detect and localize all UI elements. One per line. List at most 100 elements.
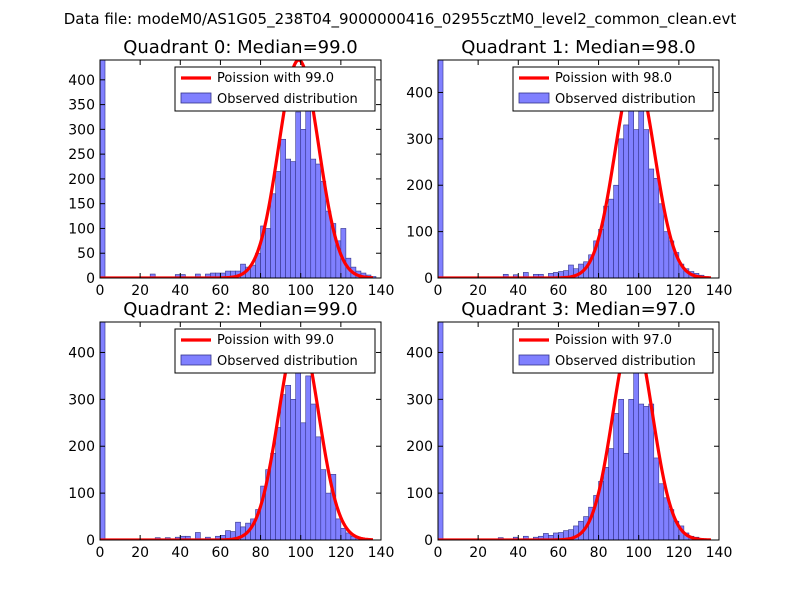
quadrant-3-chart: Quadrant 3: Median=97.0 0 20 40 60 80 100 120 14… <box>406 299 732 561</box>
x-tick-label: 80 <box>590 545 608 561</box>
legend-bar-swatch <box>518 354 550 366</box>
legend-bar-swatch <box>180 92 212 104</box>
histogram-bar <box>663 231 670 278</box>
y-tick-label: 200 <box>406 439 433 455</box>
histogram-bar <box>638 94 645 278</box>
y-tick-label: 200 <box>406 178 433 194</box>
x-tick-label: 140 <box>368 283 395 299</box>
legend-box <box>512 66 714 112</box>
x-tick-label: 140 <box>368 545 395 561</box>
quadrant-1-axes-frame <box>437 59 720 279</box>
x-tick-label: 40 <box>171 283 189 299</box>
quadrant-1-legend: Poission with 98.0 Observed distribution <box>512 66 714 112</box>
legend-entry-poisson: Poission with 99.0 <box>217 333 334 348</box>
x-tick-label: 0 <box>434 283 443 299</box>
y-tick-label: 400 <box>68 73 95 89</box>
histogram-bar <box>643 406 650 540</box>
histogram-bar <box>658 203 665 278</box>
x-tick-label: 0 <box>434 545 443 561</box>
histogram-bar <box>613 413 619 540</box>
histogram-bar <box>523 272 529 278</box>
histogram-bar <box>270 193 276 278</box>
legend-entry-poisson: Poission with 98.0 <box>555 71 672 86</box>
y-tick-label: 400 <box>68 345 95 361</box>
histogram-bar <box>300 129 307 278</box>
y-tick-label: 0 <box>86 533 95 549</box>
legend-entry-observed: Observed distribution <box>217 354 358 369</box>
y-tick-label: 100 <box>68 221 95 237</box>
x-tick-label: 0 <box>96 283 105 299</box>
histogram-bar <box>310 158 317 278</box>
legend-entry-observed: Observed distribution <box>217 92 358 107</box>
histogram-bar <box>638 403 645 540</box>
x-tick-label: 120 <box>327 283 354 299</box>
histogram-bar <box>275 427 281 540</box>
legend-box <box>512 328 714 374</box>
y-tick-label: 300 <box>406 132 433 148</box>
histogram-bar <box>618 399 624 540</box>
quadrant-1-chart: Quadrant 1: Median=98.0 0 20 40 60 80 100 120 14… <box>406 37 732 299</box>
histogram-bar <box>300 422 307 540</box>
quadrant-2-title: Quadrant 2: Median=99.0 <box>123 299 358 320</box>
histogram-bar <box>310 403 317 540</box>
histogram-bar <box>305 375 312 540</box>
figure-suptitle: Data file: modeM0/AS1G05_238T04_90000004… <box>64 10 737 29</box>
quadrant-1-bars <box>438 60 710 278</box>
histogram-bar <box>100 322 106 540</box>
y-tick-label: 100 <box>406 225 433 241</box>
quadrant-3-legend: Poission with 97.0 Observed distribution <box>512 328 714 374</box>
x-tick-label: 40 <box>509 283 527 299</box>
x-tick-label: 100 <box>625 545 652 561</box>
x-tick-label: 60 <box>550 283 568 299</box>
x-tick-label: 60 <box>212 283 230 299</box>
quadrant-0-axes-frame <box>99 59 382 279</box>
y-tick-label: 400 <box>406 85 433 101</box>
legend-entry-poisson: Poission with 97.0 <box>555 333 672 348</box>
histogram-bar <box>195 273 201 278</box>
quadrant-2-legend: Poission with 99.0 Observed distribution <box>174 328 376 374</box>
histogram-bar <box>290 399 296 540</box>
x-tick-label: 80 <box>252 545 270 561</box>
y-tick-label: 300 <box>68 392 95 408</box>
y-tick-label: 200 <box>68 172 95 188</box>
histogram-bar <box>280 394 286 540</box>
x-tick-label: 60 <box>212 545 230 561</box>
x-tick-label: 100 <box>625 283 652 299</box>
histogram-bar <box>275 171 281 278</box>
histogram-bar <box>290 161 296 278</box>
histogram-bar <box>608 448 614 540</box>
poisson-fit-line <box>438 70 712 278</box>
quadrant-0-title: Quadrant 0: Median=99.0 <box>123 37 358 58</box>
y-tick-label: 0 <box>424 271 433 287</box>
histogram-bar <box>315 436 322 540</box>
histogram-bar <box>643 129 650 278</box>
legend-entry-observed: Observed distribution <box>555 354 696 369</box>
x-tick-label: 80 <box>590 283 608 299</box>
y-tick-label: 150 <box>68 197 95 213</box>
histogram-bar <box>628 399 634 540</box>
histogram-bar <box>285 158 291 278</box>
y-tick-label: 400 <box>406 345 433 361</box>
histogram-bar <box>502 273 509 278</box>
histogram-bar <box>653 457 660 540</box>
histogram-bar <box>285 384 291 540</box>
x-tick-label: 80 <box>252 283 270 299</box>
histogram-bar <box>623 452 629 540</box>
histogram-bar <box>149 273 156 278</box>
histogram-bar <box>653 177 660 278</box>
x-tick-label: 40 <box>171 545 189 561</box>
y-tick-label: 200 <box>68 439 95 455</box>
x-tick-label: 140 <box>706 283 733 299</box>
histogram-bar <box>603 467 609 540</box>
histogram-bar <box>295 111 302 278</box>
x-tick-label: 120 <box>327 545 354 561</box>
histogram-bar <box>628 96 634 278</box>
histogram-bar <box>438 60 444 278</box>
quadrant-0-legend: Poission with 99.0 Observed distribution <box>174 66 376 112</box>
x-tick-label: 120 <box>665 283 692 299</box>
quadrant-3-axes-frame <box>437 321 720 541</box>
x-tick-label: 20 <box>469 283 487 299</box>
y-tick-label: 0 <box>86 271 95 287</box>
y-tick-label: 250 <box>68 147 95 163</box>
histogram-bar <box>623 124 629 278</box>
